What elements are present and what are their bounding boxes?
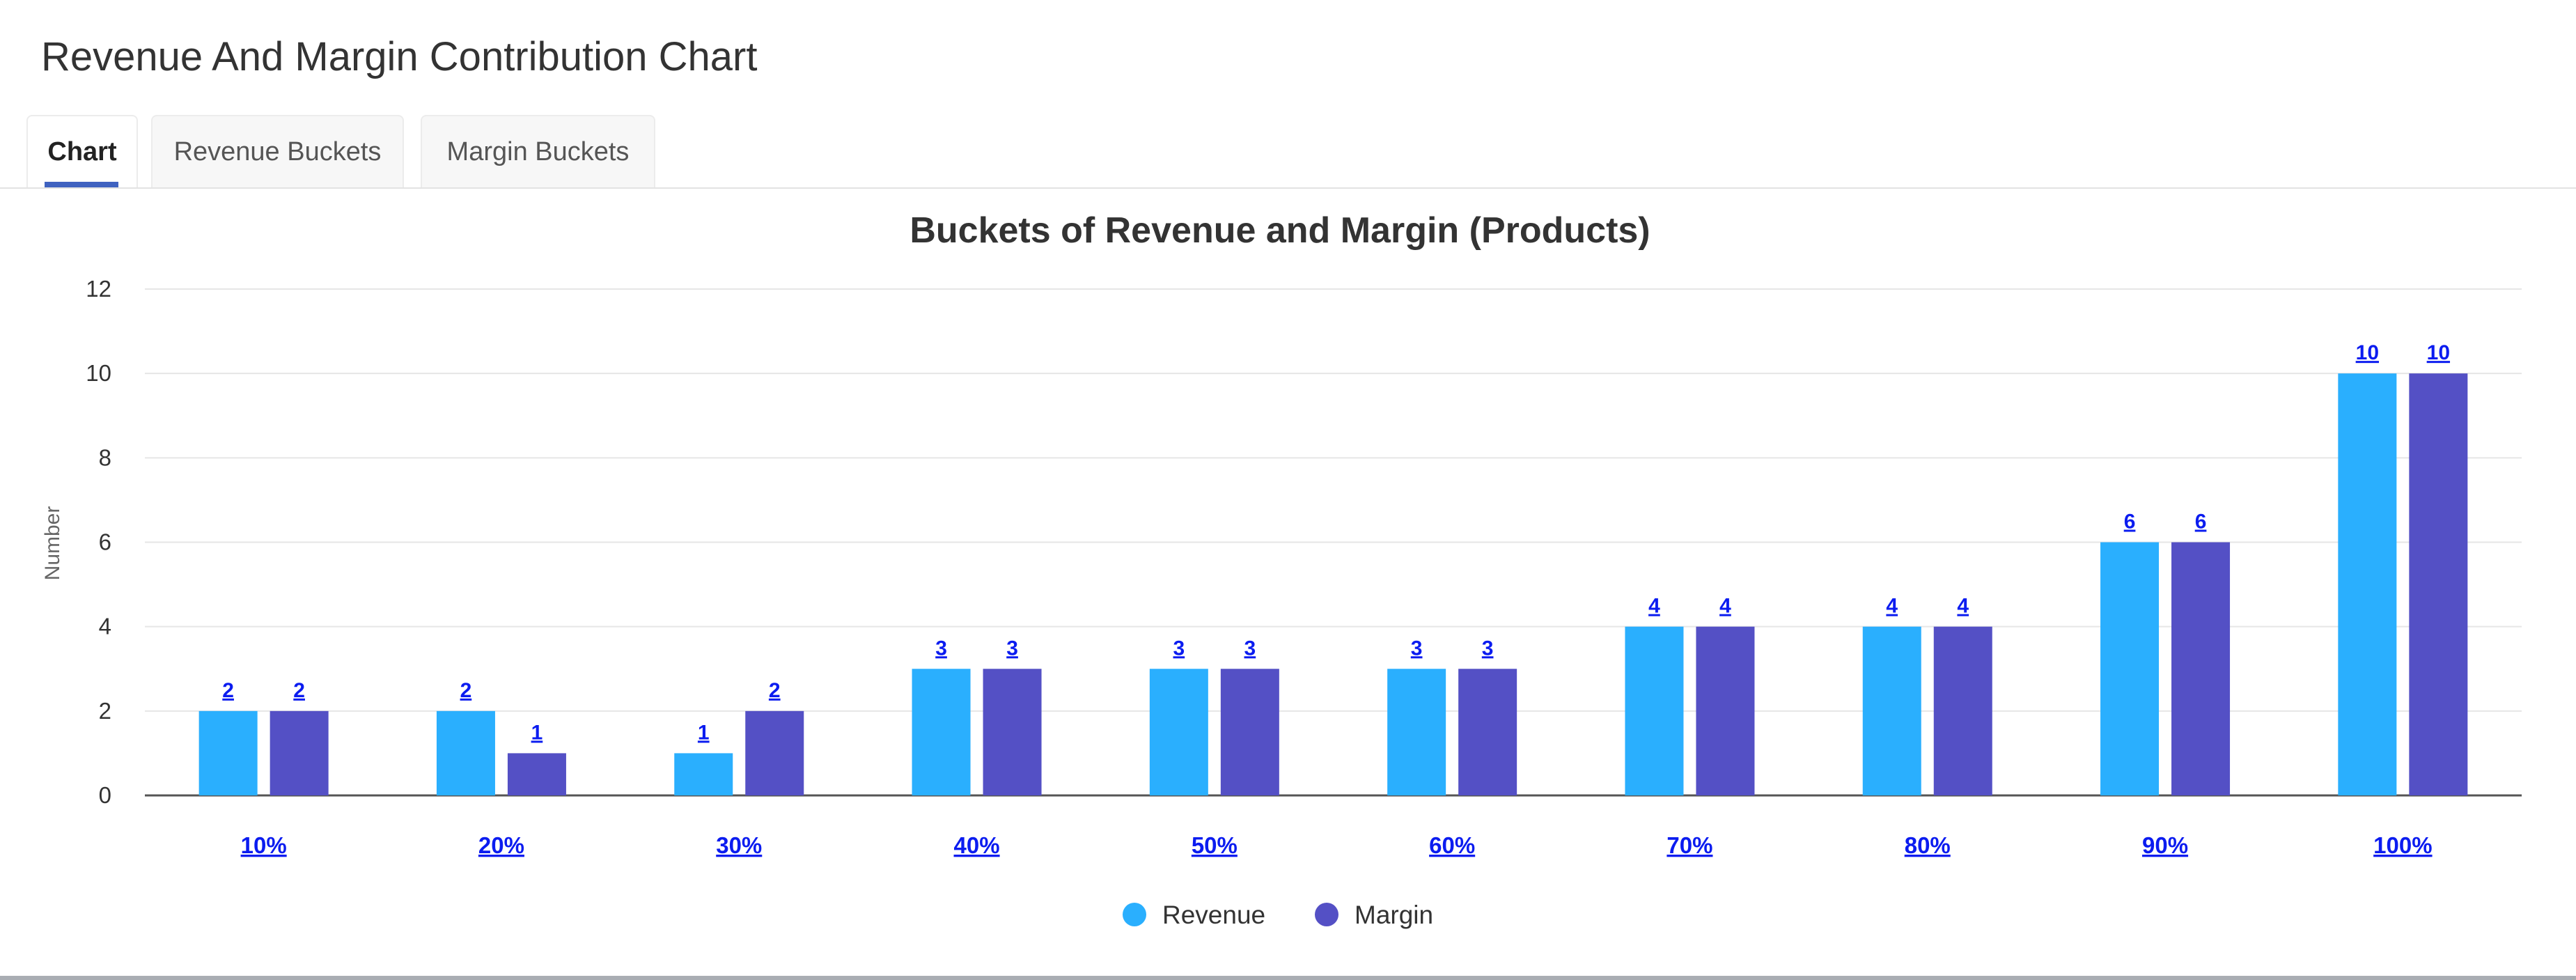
bar-revenue[interactable] xyxy=(1387,669,1446,795)
data-label[interactable]: 6 xyxy=(2195,511,2207,534)
bar-revenue[interactable] xyxy=(1862,626,1921,795)
bar-revenue[interactable] xyxy=(674,753,733,795)
data-label[interactable]: 4 xyxy=(1648,595,1660,618)
legend-marker xyxy=(1123,903,1146,926)
x-tick-label[interactable]: 60% xyxy=(1429,832,1475,858)
data-label[interactable]: 10 xyxy=(2427,341,2450,364)
data-label[interactable]: 2 xyxy=(293,679,305,702)
x-tick-label[interactable]: 20% xyxy=(478,832,524,858)
y-tick-label: 12 xyxy=(86,276,111,302)
x-tick-label[interactable]: 10% xyxy=(241,832,287,858)
x-tick-label[interactable]: 80% xyxy=(1905,832,1951,858)
y-tick-label: 10 xyxy=(86,360,111,386)
x-tick-label[interactable]: 50% xyxy=(1192,832,1238,858)
data-label[interactable]: 4 xyxy=(1957,595,1969,618)
tab-revenue-buckets[interactable]: Revenue Buckets xyxy=(151,115,404,187)
x-tick-label[interactable]: 40% xyxy=(954,832,1000,858)
tab-chart[interactable]: Chart xyxy=(26,115,138,187)
tab-margin-buckets[interactable]: Margin Buckets xyxy=(421,115,655,187)
bar-margin[interactable] xyxy=(2171,542,2231,796)
bar-revenue[interactable] xyxy=(1149,669,1208,795)
bar-margin[interactable] xyxy=(507,753,566,795)
bar-revenue[interactable] xyxy=(2338,373,2397,795)
data-label[interactable]: 3 xyxy=(1244,637,1256,660)
y-tick-label: 2 xyxy=(99,698,111,724)
bar-revenue[interactable] xyxy=(436,710,495,795)
bar-margin[interactable] xyxy=(1458,669,1517,795)
legend-label: Revenue xyxy=(1162,901,1265,929)
data-label[interactable]: 1 xyxy=(698,721,710,744)
active-tab-indicator xyxy=(45,182,118,187)
bar-revenue[interactable] xyxy=(2100,542,2160,796)
y-axis-label: Number xyxy=(41,506,64,581)
bar-margin[interactable] xyxy=(1220,669,1279,795)
bar-margin[interactable] xyxy=(270,710,329,795)
data-label[interactable]: 3 xyxy=(935,637,947,660)
legend-marker xyxy=(1315,903,1338,926)
data-label[interactable]: 6 xyxy=(2124,511,2136,534)
data-label[interactable]: 4 xyxy=(1719,595,1731,618)
data-label[interactable]: 3 xyxy=(1173,637,1185,660)
data-label[interactable]: 2 xyxy=(769,679,781,702)
bottom-border xyxy=(0,976,2576,980)
data-label[interactable]: 4 xyxy=(1886,595,1898,618)
y-tick-label: 6 xyxy=(99,529,111,555)
tabs-divider xyxy=(0,187,2576,189)
page-title: Revenue And Margin Contribution Chart xyxy=(41,34,758,79)
x-tick-label[interactable]: 30% xyxy=(716,832,762,858)
y-tick-label: 8 xyxy=(99,444,111,470)
data-label[interactable]: 3 xyxy=(1411,637,1423,660)
data-label[interactable]: 3 xyxy=(1006,637,1018,660)
bar-revenue[interactable] xyxy=(198,710,258,795)
data-label[interactable]: 2 xyxy=(460,679,472,702)
chart-title: Buckets of Revenue and Margin (Products) xyxy=(910,210,1650,251)
x-tick-label[interactable]: 90% xyxy=(2142,832,2188,858)
tab-label: Revenue Buckets xyxy=(173,137,382,166)
data-label[interactable]: 1 xyxy=(531,721,543,744)
x-tick-label[interactable]: 70% xyxy=(1666,832,1712,858)
bar-revenue[interactable] xyxy=(912,669,971,795)
bar-margin[interactable] xyxy=(1933,626,1992,795)
legend-item-margin[interactable]: Margin xyxy=(1315,901,1433,929)
data-label[interactable]: 10 xyxy=(2356,341,2379,364)
legend-label: Margin xyxy=(1355,901,1433,929)
bar-margin[interactable] xyxy=(1696,626,1755,795)
bar-margin[interactable] xyxy=(2409,373,2468,795)
bar-margin[interactable] xyxy=(983,669,1042,795)
bar-margin[interactable] xyxy=(745,710,804,795)
legend-item-revenue[interactable]: Revenue xyxy=(1123,901,1265,929)
bar-revenue[interactable] xyxy=(1625,626,1684,795)
tab-label: Margin Buckets xyxy=(446,137,630,166)
data-label[interactable]: 3 xyxy=(1482,637,1494,660)
y-tick-label: 0 xyxy=(99,782,111,808)
y-tick-label: 4 xyxy=(99,614,111,639)
x-tick-label[interactable]: 100% xyxy=(2373,832,2432,858)
tab-label: Chart xyxy=(47,137,117,166)
data-label[interactable]: 2 xyxy=(222,679,234,702)
